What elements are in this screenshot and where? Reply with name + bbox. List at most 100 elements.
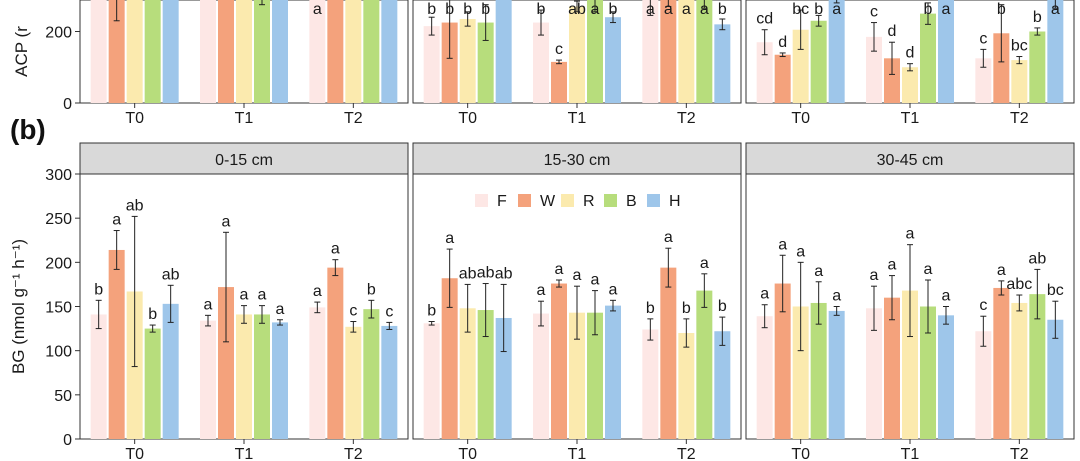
significance-letter: a	[313, 283, 322, 300]
significance-letter: ab	[568, 1, 586, 18]
bar-R	[459, 308, 476, 439]
bar-B	[477, 22, 494, 103]
significance-letter: b	[427, 303, 436, 320]
significance-letter: a	[942, 1, 951, 18]
significance-letter: c	[385, 303, 393, 320]
significance-letter: b	[646, 300, 655, 317]
significance-letter: a	[778, 236, 787, 253]
significance-letter: a	[591, 272, 600, 289]
significance-letter: a	[313, 1, 322, 18]
significance-letter: b	[718, 1, 727, 18]
bar-H	[828, 0, 845, 103]
significance-letter: b	[148, 306, 157, 323]
x-tick-label: T0	[458, 446, 477, 461]
bar-W	[441, 278, 458, 439]
significance-letter: a	[832, 1, 841, 18]
significance-letter: a	[276, 301, 285, 318]
significance-letter: a	[832, 288, 841, 305]
significance-letter: a	[942, 288, 951, 305]
x-tick-label: T1	[235, 110, 254, 127]
bar-H	[938, 0, 954, 103]
bar-B	[144, 0, 161, 103]
legend-swatch-F	[475, 194, 488, 207]
significance-letter: c	[979, 297, 987, 314]
bar-F	[200, 320, 216, 439]
x-tick-label: T0	[125, 446, 144, 461]
bar-W	[218, 0, 234, 103]
bar-H	[938, 315, 954, 439]
legend-swatch-R	[561, 194, 574, 207]
bar-B	[810, 302, 827, 439]
bar-F	[866, 36, 882, 103]
x-tick-label: T1	[568, 110, 587, 127]
significance-letter: a	[573, 267, 582, 284]
bar-F	[309, 307, 326, 439]
facet-strip-label: 15-30 cm	[544, 152, 611, 169]
bar-R	[902, 67, 918, 103]
significance-letter: a	[609, 281, 618, 298]
bar-B	[363, 0, 380, 103]
bar-W	[884, 297, 900, 439]
significance-letter: ab	[126, 197, 144, 214]
bar-R	[459, 18, 476, 103]
bar-B	[587, 0, 603, 103]
significance-letter: a	[997, 262, 1006, 279]
bar-H	[381, 0, 398, 103]
bar-H	[605, 305, 621, 439]
bar-R	[345, 326, 362, 439]
y-tick-label: 50	[54, 388, 72, 405]
significance-letter: cd	[756, 11, 773, 28]
significance-letter: a	[204, 296, 213, 313]
bar-R	[792, 306, 809, 439]
bar-R	[236, 0, 252, 103]
bar-B	[254, 0, 270, 103]
significance-letter: a	[664, 1, 673, 18]
significance-letter: a	[591, 1, 600, 18]
significance-letter: ab	[459, 265, 477, 282]
facet-strip-label: 0-15 cm	[215, 152, 273, 169]
significance-letter: a	[1051, 1, 1060, 18]
y-tick-label: 0	[63, 432, 72, 449]
x-tick-label: T1	[901, 446, 920, 461]
bar-W	[218, 287, 234, 439]
significance-letter: a	[888, 257, 897, 274]
bar-W	[551, 283, 567, 439]
significance-letter: d	[888, 23, 897, 40]
legend-label: W	[540, 193, 556, 210]
y-tick-label: 250	[45, 211, 72, 228]
bar-B	[920, 306, 936, 439]
significance-letter: a	[664, 229, 673, 246]
chart-bg-panel: BG (nmol g⁻¹ h⁻¹) 0 50 100 150 200 250 300 0-15 …	[9, 142, 1075, 461]
bar-R	[902, 290, 918, 439]
bar-B	[363, 309, 380, 439]
bar-R	[1011, 60, 1028, 103]
significance-letter: a	[906, 226, 915, 243]
facet-strip	[79, 142, 409, 175]
bar-W	[441, 22, 458, 103]
x-tick-label: T0	[791, 446, 810, 461]
y-tick-label: 200	[45, 25, 72, 42]
bar-R	[126, 0, 143, 103]
significance-letter: a	[760, 286, 769, 303]
y-tick-label: 200	[45, 255, 72, 272]
bar-W	[774, 283, 791, 439]
significance-letter: a	[222, 213, 231, 230]
significance-letter: b	[924, 1, 933, 18]
bar-F	[975, 58, 992, 103]
y-tick-label: 0	[63, 96, 72, 113]
bar-R	[569, 312, 585, 439]
bar-W	[327, 0, 344, 103]
significance-letter: b	[1033, 9, 1042, 26]
bar-H	[714, 24, 731, 104]
bar-W	[884, 58, 900, 103]
significance-letter: a	[796, 243, 805, 260]
facet-strip	[745, 142, 1075, 175]
facet-1: T0 T1 T2 a	[79, 0, 409, 127]
bar-R	[236, 314, 252, 439]
bar-R	[792, 29, 809, 103]
bar-H	[495, 0, 512, 103]
